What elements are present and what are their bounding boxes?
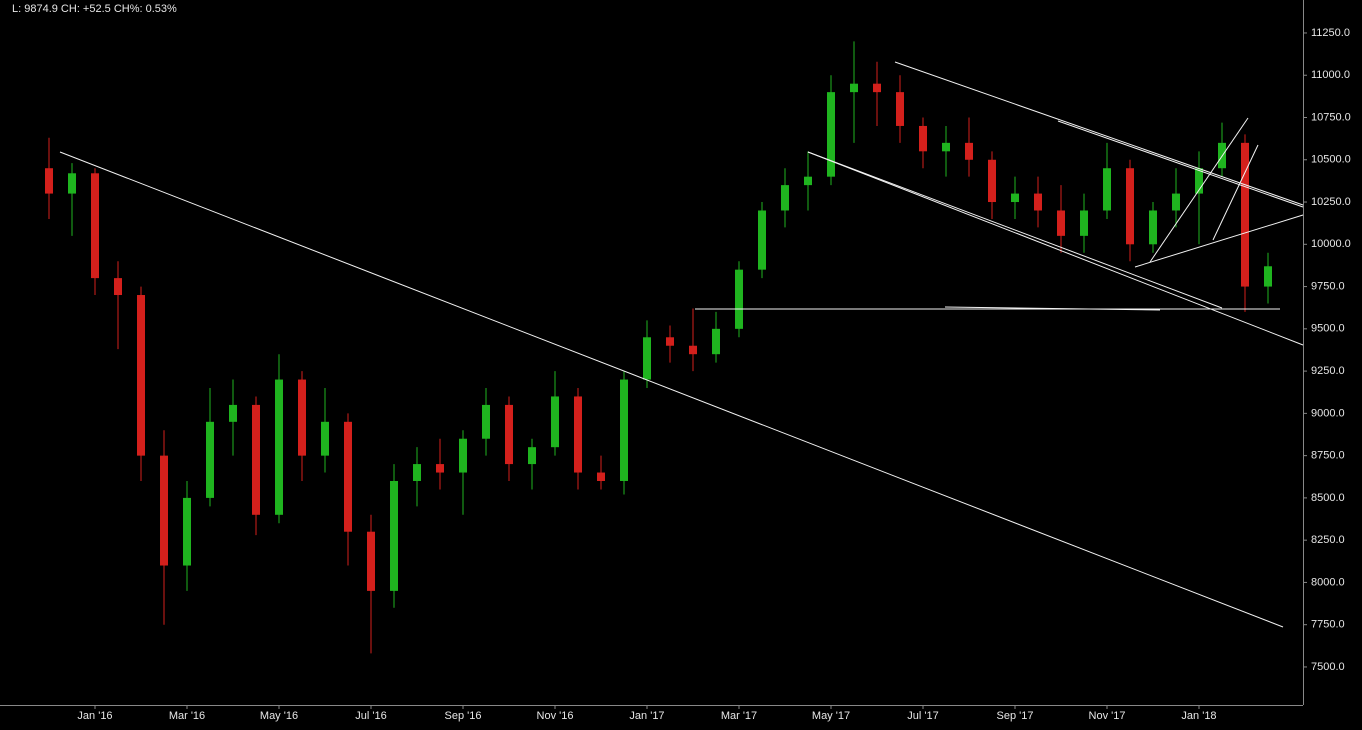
y-tick-label: 7750.0	[1311, 619, 1345, 631]
candle-body	[1126, 168, 1134, 245]
y-tick-label: 8750.0	[1311, 450, 1345, 462]
trend-line	[1149, 117, 1249, 263]
candles	[45, 41, 1272, 654]
candle-body	[321, 421, 329, 456]
candle-body	[298, 379, 306, 456]
candle-body	[620, 379, 628, 481]
candle-body	[459, 438, 467, 473]
y-tick-label: 8500.0	[1311, 492, 1345, 504]
x-tick-label: May '17	[812, 710, 850, 722]
candle-body	[183, 497, 191, 566]
candle-body	[574, 396, 582, 473]
x-tick-label: Jul '16	[355, 710, 386, 722]
y-tick-label: 9000.0	[1311, 407, 1345, 419]
candle-body	[804, 176, 812, 186]
y-tick-label: 10000.0	[1311, 238, 1351, 250]
candle-body	[712, 328, 720, 355]
x-tick-label: Sep '16	[445, 710, 482, 722]
y-tick-label: 10750.0	[1311, 111, 1351, 123]
y-tick-label: 11250.0	[1311, 27, 1350, 39]
candle-body	[252, 404, 260, 515]
candle-body	[643, 337, 651, 380]
candle-body	[827, 92, 835, 177]
candle-body	[942, 142, 950, 152]
candle-body	[1011, 193, 1019, 203]
candle-body	[1057, 210, 1065, 236]
y-tick-label: 9250.0	[1311, 365, 1345, 377]
y-tick-label: 10500.0	[1311, 154, 1351, 166]
candle-body	[735, 269, 743, 329]
candle-body	[873, 83, 881, 93]
y-tick-label: 8250.0	[1311, 534, 1345, 546]
x-tick-label: Jul '17	[907, 710, 938, 722]
candle-body	[436, 464, 444, 473]
candle-body	[528, 447, 536, 465]
candle-body	[1264, 266, 1272, 287]
candle-body	[137, 295, 145, 456]
candle-body	[367, 531, 375, 591]
x-tick-label: Mar '17	[721, 710, 757, 722]
x-tick-label: Nov '16	[537, 710, 574, 722]
trend-line	[807, 151, 1223, 309]
trend-line	[894, 61, 1304, 206]
candle-body	[1195, 168, 1203, 194]
candle-body	[413, 464, 421, 481]
x-tick-label: Jan '17	[629, 710, 664, 722]
trend-line	[59, 151, 1284, 628]
candle-body	[597, 472, 605, 481]
candle-body	[505, 404, 513, 465]
candle-body	[689, 345, 697, 355]
candle-body	[344, 421, 352, 532]
candle-body	[850, 83, 858, 93]
candle-body	[91, 173, 99, 279]
y-tick-label: 10250.0	[1311, 196, 1351, 208]
candle-body	[206, 421, 214, 498]
candle-body	[114, 278, 122, 296]
candle-body	[965, 142, 973, 160]
candle-body	[390, 480, 398, 591]
x-tick-label: Jan '18	[1181, 710, 1216, 722]
candle-body	[1034, 193, 1042, 211]
y-tick-label: 9750.0	[1311, 280, 1345, 292]
x-tick-label: May '16	[260, 710, 298, 722]
trend-lines	[59, 61, 1304, 628]
trend-line	[1212, 144, 1259, 241]
x-tick-label: Jan '16	[77, 710, 112, 722]
candle-body	[160, 455, 168, 566]
trend-line	[1057, 120, 1304, 208]
candle-body	[666, 337, 674, 346]
candle-body	[781, 185, 789, 211]
candle-body	[229, 404, 237, 422]
y-tick-label: 11000.0	[1311, 69, 1350, 81]
trend-line	[1134, 214, 1304, 268]
candle-body	[45, 168, 53, 194]
candle-body	[1103, 168, 1111, 211]
y-tick-label: 7500.0	[1311, 661, 1345, 673]
candle-body	[68, 173, 76, 194]
candle-body	[988, 159, 996, 203]
x-tick-label: Sep '17	[997, 710, 1034, 722]
y-tick-label: 8000.0	[1311, 576, 1345, 588]
candle-body	[1149, 210, 1157, 245]
trend-line	[807, 151, 1304, 346]
y-tick-label: 9500.0	[1311, 323, 1345, 335]
candle-body	[275, 379, 283, 515]
x-tick-label: Mar '16	[169, 710, 205, 722]
support-line	[944, 306, 1161, 311]
candle-body	[551, 396, 559, 448]
candle-body	[758, 210, 766, 270]
candle-body	[482, 404, 490, 439]
candle-body	[1172, 193, 1180, 211]
candle-body	[919, 125, 927, 152]
x-tick-label: Nov '17	[1089, 710, 1126, 722]
candle-body	[896, 92, 904, 126]
candle-body	[1241, 142, 1249, 287]
header-readout: L: 9874.9 CH: +52.5 CH%: 0.53%	[12, 3, 177, 15]
candle-body	[1080, 210, 1088, 236]
